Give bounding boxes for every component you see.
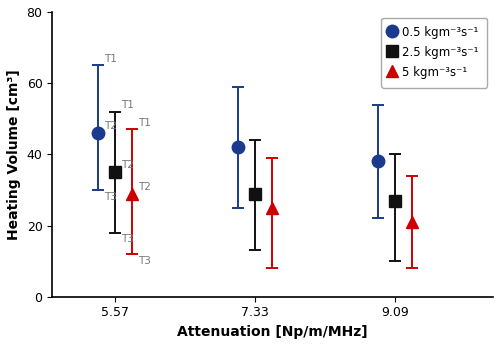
Text: T3: T3: [104, 192, 117, 202]
Legend: 0.5 kgm⁻³s⁻¹, 2.5 kgm⁻³s⁻¹, 5 kgm⁻³s⁻¹: 0.5 kgm⁻³s⁻¹, 2.5 kgm⁻³s⁻¹, 5 kgm⁻³s⁻¹: [381, 18, 487, 88]
X-axis label: Attenuation [Np/m/MHz]: Attenuation [Np/m/MHz]: [178, 325, 368, 339]
Text: T2: T2: [104, 121, 117, 131]
Text: T1: T1: [138, 118, 150, 128]
Text: T1: T1: [104, 54, 117, 64]
Text: T2: T2: [121, 161, 134, 170]
Text: T1: T1: [121, 100, 134, 110]
Text: T3: T3: [121, 235, 134, 245]
Text: T3: T3: [138, 256, 150, 266]
Text: T2: T2: [138, 182, 150, 192]
Y-axis label: Heating Volume [cm³]: Heating Volume [cm³]: [7, 69, 21, 240]
